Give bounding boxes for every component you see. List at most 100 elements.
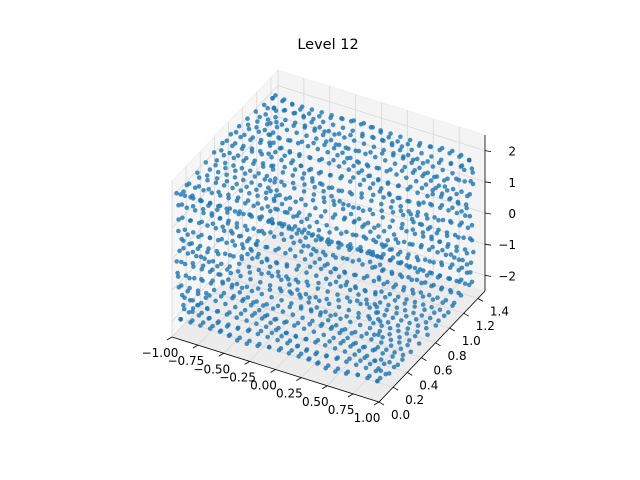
data-point bbox=[276, 325, 281, 331]
data-point bbox=[200, 320, 206, 325]
data-point bbox=[320, 132, 326, 138]
data-point bbox=[388, 205, 394, 210]
data-point bbox=[328, 313, 333, 319]
data-point bbox=[353, 362, 359, 368]
data-point bbox=[444, 230, 450, 235]
data-point bbox=[386, 371, 392, 376]
data-point bbox=[384, 347, 389, 353]
data-point bbox=[456, 257, 462, 263]
data-point bbox=[429, 270, 435, 276]
data-point bbox=[315, 338, 321, 343]
data-point bbox=[326, 128, 332, 134]
data-point bbox=[275, 337, 280, 343]
data-point bbox=[284, 319, 289, 325]
data-point bbox=[372, 264, 378, 270]
data-point bbox=[379, 208, 385, 213]
data-point bbox=[348, 211, 354, 217]
data-point bbox=[314, 305, 320, 310]
data-point bbox=[351, 205, 356, 210]
data-point bbox=[364, 274, 370, 279]
data-point bbox=[296, 354, 302, 359]
data-point bbox=[355, 372, 361, 378]
data-point bbox=[275, 303, 281, 309]
data-point bbox=[405, 187, 411, 192]
y-tick-mark bbox=[407, 372, 413, 376]
data-point bbox=[379, 137, 385, 143]
data-point bbox=[186, 181, 192, 186]
data-point bbox=[231, 163, 236, 168]
data-point bbox=[352, 218, 358, 224]
x-tick-mark bbox=[322, 385, 328, 390]
data-point bbox=[259, 291, 265, 297]
y-tick-label: 0.0 bbox=[391, 408, 410, 422]
data-point bbox=[415, 329, 420, 335]
data-point bbox=[363, 365, 369, 371]
data-point bbox=[223, 165, 228, 171]
data-point bbox=[259, 316, 265, 321]
data-point bbox=[385, 238, 391, 243]
data-point bbox=[421, 268, 426, 273]
data-point bbox=[178, 192, 183, 197]
data-point bbox=[404, 175, 409, 181]
data-point bbox=[317, 256, 323, 262]
data-point bbox=[255, 119, 260, 124]
data-point bbox=[470, 181, 476, 187]
data-point bbox=[436, 217, 441, 223]
data-point bbox=[349, 191, 355, 197]
data-point bbox=[261, 164, 266, 169]
data-point bbox=[286, 138, 291, 143]
data-point bbox=[299, 219, 304, 225]
data-point bbox=[401, 239, 407, 245]
data-point bbox=[201, 210, 206, 216]
data-point bbox=[454, 278, 460, 284]
data-point bbox=[186, 310, 192, 315]
data-point bbox=[228, 132, 234, 137]
data-point bbox=[372, 302, 378, 307]
data-point bbox=[405, 152, 411, 158]
data-point bbox=[370, 252, 376, 258]
data-point bbox=[244, 184, 249, 190]
data-point bbox=[176, 285, 182, 290]
data-point bbox=[294, 231, 300, 236]
grid-line-z-left bbox=[171, 116, 279, 229]
data-point bbox=[371, 320, 376, 326]
data-point bbox=[220, 281, 226, 286]
data-point bbox=[399, 225, 404, 231]
data-point bbox=[261, 231, 267, 236]
data-point bbox=[329, 193, 334, 199]
data-point bbox=[317, 124, 323, 130]
data-point bbox=[266, 344, 272, 350]
y-tick-label: 0.8 bbox=[448, 349, 467, 363]
data-point bbox=[356, 216, 362, 222]
data-point bbox=[221, 183, 227, 188]
data-point bbox=[342, 349, 348, 354]
data-point bbox=[187, 218, 193, 224]
data-point bbox=[235, 195, 241, 200]
data-point bbox=[238, 188, 244, 193]
data-point bbox=[360, 131, 365, 137]
data-point bbox=[224, 172, 229, 178]
data-point bbox=[279, 288, 284, 294]
z-tick-labels: −2 −1 0 1 2 bbox=[498, 145, 516, 284]
data-point bbox=[216, 189, 221, 195]
data-point bbox=[298, 107, 303, 112]
data-point bbox=[402, 164, 408, 170]
data-point bbox=[447, 197, 452, 202]
data-point bbox=[245, 295, 251, 300]
data-point bbox=[348, 132, 353, 138]
data-point bbox=[258, 328, 264, 334]
data-point bbox=[229, 285, 234, 290]
data-point bbox=[412, 333, 418, 339]
data-point bbox=[221, 152, 227, 158]
data-point bbox=[418, 290, 424, 295]
data-point bbox=[410, 291, 416, 296]
data-point bbox=[442, 184, 448, 189]
data-point bbox=[220, 140, 225, 146]
data-point bbox=[201, 188, 206, 193]
data-point bbox=[332, 132, 337, 137]
data-point bbox=[464, 250, 470, 256]
data-point bbox=[303, 348, 309, 353]
data-point bbox=[269, 294, 274, 300]
data-point bbox=[263, 190, 269, 196]
grid-line-y-floor bbox=[256, 247, 464, 314]
